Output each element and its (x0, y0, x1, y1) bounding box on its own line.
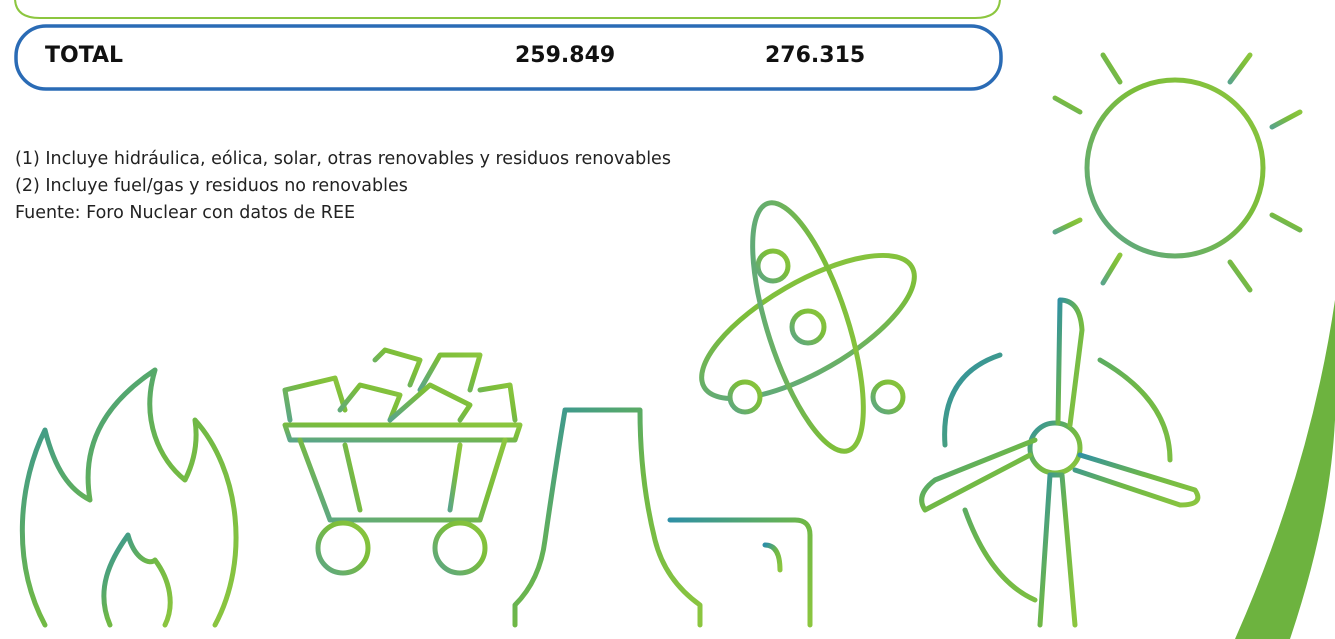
footnote: (1) Incluye hidráulica, eólica, solar, o… (15, 149, 671, 169)
total-row: TOTAL 259.849 276.315 (15, 25, 1000, 89)
notes: (1) Incluye hidráulica, eólica, solar, o… (15, 146, 671, 227)
sun (1084, 77, 1266, 259)
footnote: (2) Incluye fuel/gas y residuos no renov… (15, 176, 408, 196)
icons (19, 15, 1333, 628)
atom (699, 200, 917, 454)
total-value: 259.849 (515, 43, 616, 68)
flame (19, 367, 239, 628)
wind-turbine (919, 297, 1201, 628)
source: Fuente: Foro Nuclear con datos de REE (15, 203, 356, 223)
total-label: TOTAL (45, 43, 124, 68)
total-value: 276.315 (765, 43, 866, 68)
green-arc (1235, 300, 1335, 639)
power-plant (512, 407, 813, 628)
table-row-border (14, 0, 1001, 19)
mine-cart (282, 347, 523, 576)
total-row-border (14, 24, 1003, 91)
sun-rays (1019, 15, 1333, 303)
